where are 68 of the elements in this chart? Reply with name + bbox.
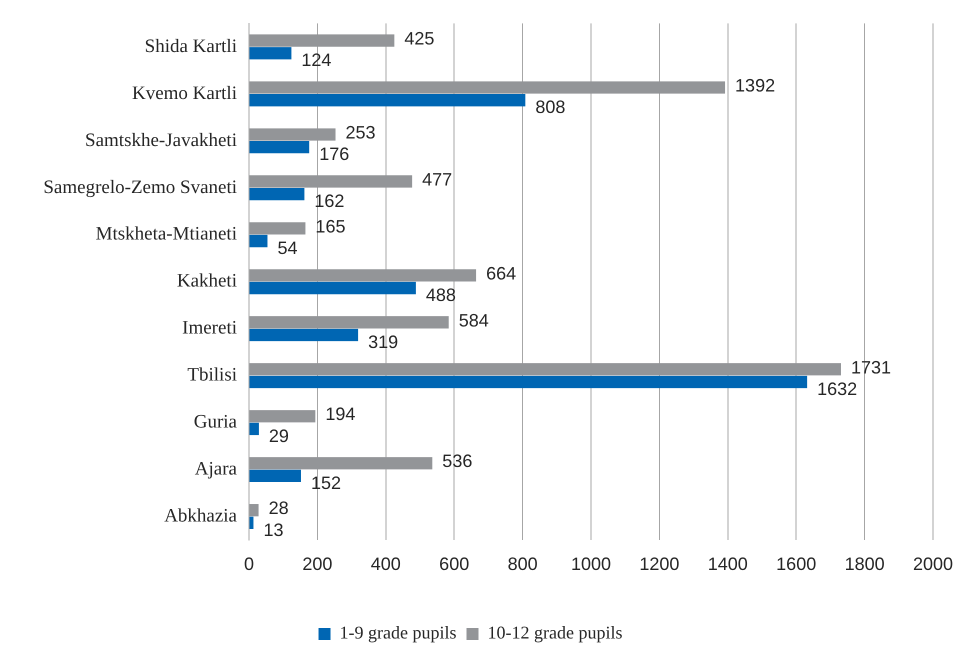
bar (250, 410, 316, 422)
y-tick-label: Samtskhe-Javakheti (85, 130, 237, 151)
data-label: 124 (301, 50, 332, 70)
x-tick-label: 1200 (639, 554, 680, 574)
y-tick-label: Samegrelo-Zemo Svaneti (43, 176, 237, 198)
bar (250, 422, 259, 436)
legend-label: 10-12 grade pupils (488, 622, 622, 643)
x-tick-label: 1000 (570, 554, 612, 574)
y-tick-label: Tbilisi (187, 364, 237, 386)
x-tick-label: 1400 (708, 554, 748, 574)
data-label: 13 (263, 520, 284, 540)
bar (250, 175, 412, 188)
x-tick-label: 2000 (912, 554, 953, 574)
data-label: 319 (368, 332, 398, 352)
data-label: 54 (277, 238, 298, 258)
y-tick-label: Kakheti (176, 270, 237, 292)
data-label: 1392 (735, 75, 776, 96)
data-label: 194 (325, 404, 356, 424)
bar (250, 128, 336, 141)
y-tick-label: Imereti (182, 318, 237, 339)
data-label: 152 (310, 472, 342, 493)
y-tick-label: Mtskheta-Mtianeti (96, 224, 237, 245)
data-label: 1731 (850, 357, 892, 378)
x-tick-label: 800 (508, 554, 538, 574)
data-label: 584 (458, 310, 489, 330)
data-label: 165 (315, 216, 346, 236)
y-tick-label: Guria (194, 412, 238, 433)
bar (250, 328, 358, 342)
data-label: 162 (314, 191, 344, 212)
bar (250, 470, 301, 482)
bar (250, 234, 268, 248)
x-tick-label: 400 (370, 554, 401, 574)
y-tick-label: Abkhazia (164, 506, 238, 527)
x-tick-label: 200 (302, 554, 332, 574)
y-tick-label: Kvemo Kartli (132, 82, 237, 104)
data-label: 536 (442, 451, 472, 472)
bar (250, 504, 259, 516)
data-label: 176 (319, 144, 350, 164)
data-label: 253 (346, 122, 376, 142)
data-label: 1632 (817, 378, 858, 399)
bar (250, 376, 808, 388)
bar (250, 188, 304, 200)
data-label: 29 (268, 426, 289, 446)
bar (250, 363, 841, 376)
data-label: 425 (404, 28, 434, 49)
bar (250, 282, 416, 294)
bar (250, 81, 726, 94)
y-tick-label: Ajara (194, 458, 238, 480)
x-tick-label: 1600 (776, 554, 816, 574)
data-label: 28 (268, 498, 289, 518)
bar (250, 141, 310, 154)
data-label: 488 (426, 285, 456, 306)
x-tick-label: 0 (244, 554, 254, 574)
data-label: 477 (422, 169, 452, 190)
bar (250, 34, 394, 47)
bar (250, 457, 432, 470)
bar (250, 269, 476, 282)
data-label: 664 (486, 263, 516, 284)
data-label: 808 (535, 97, 566, 118)
bar (250, 222, 306, 235)
bar (250, 316, 449, 328)
y-tick-label: Shida Kartli (144, 36, 237, 57)
bar (250, 516, 254, 530)
legend-label: 1-9 grade pupils (340, 622, 457, 643)
x-tick-label: 600 (439, 554, 470, 574)
bar (250, 94, 526, 106)
bar (250, 47, 292, 60)
x-tick-label: 1800 (844, 554, 885, 574)
